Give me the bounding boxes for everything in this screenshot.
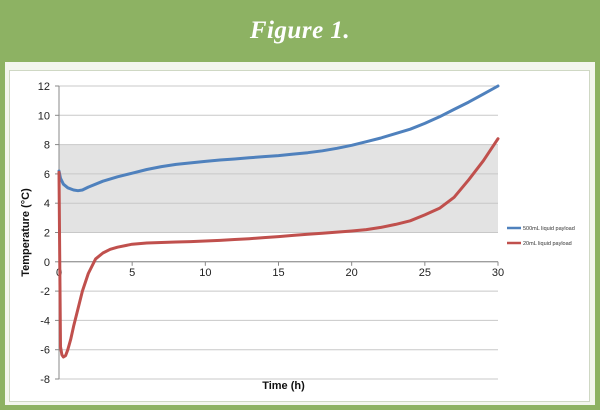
y-tick-label: -6 bbox=[40, 345, 50, 357]
x-tick-label: 25 bbox=[419, 267, 431, 279]
x-tick-label: 5 bbox=[129, 267, 135, 279]
figure-title-bar: Figure 1. bbox=[0, 0, 600, 62]
chart-area: -8 -6 -4 -2 0 2 4 6 8 10 12 0 5 10 15 20 25 30 Time (h) Tem… bbox=[9, 70, 590, 402]
x-tick-label: 30 bbox=[492, 267, 504, 279]
series-line-1 bbox=[57, 84, 500, 193]
y-axis-title: Temperature (°C) bbox=[20, 188, 32, 277]
y-tick-label: -4 bbox=[40, 315, 50, 327]
y-tick-label: 6 bbox=[44, 169, 50, 181]
x-tick-label: 10 bbox=[199, 267, 211, 279]
series-line-2 bbox=[57, 137, 500, 359]
x-tick-label: 15 bbox=[272, 267, 284, 279]
legend-label-1: 500mL liquid payload bbox=[523, 226, 575, 232]
shaded-band bbox=[59, 144, 498, 233]
y-tick-label: 12 bbox=[38, 81, 50, 93]
y-tick-label: -8 bbox=[40, 374, 50, 386]
figure-title: Figure 1. bbox=[249, 17, 351, 44]
legend-label-2: 20mL liquid payload bbox=[523, 241, 572, 247]
y-tick-label: 0 bbox=[44, 257, 50, 269]
y-tick-label: 2 bbox=[44, 228, 50, 240]
y-tick-label: 8 bbox=[44, 140, 50, 152]
y-tick-label: 4 bbox=[44, 198, 50, 210]
x-tick-label: 20 bbox=[346, 267, 358, 279]
y-tick-label: 10 bbox=[38, 110, 50, 122]
y-tick-label: -2 bbox=[40, 286, 50, 298]
x-axis-title: Time (h) bbox=[262, 380, 305, 392]
